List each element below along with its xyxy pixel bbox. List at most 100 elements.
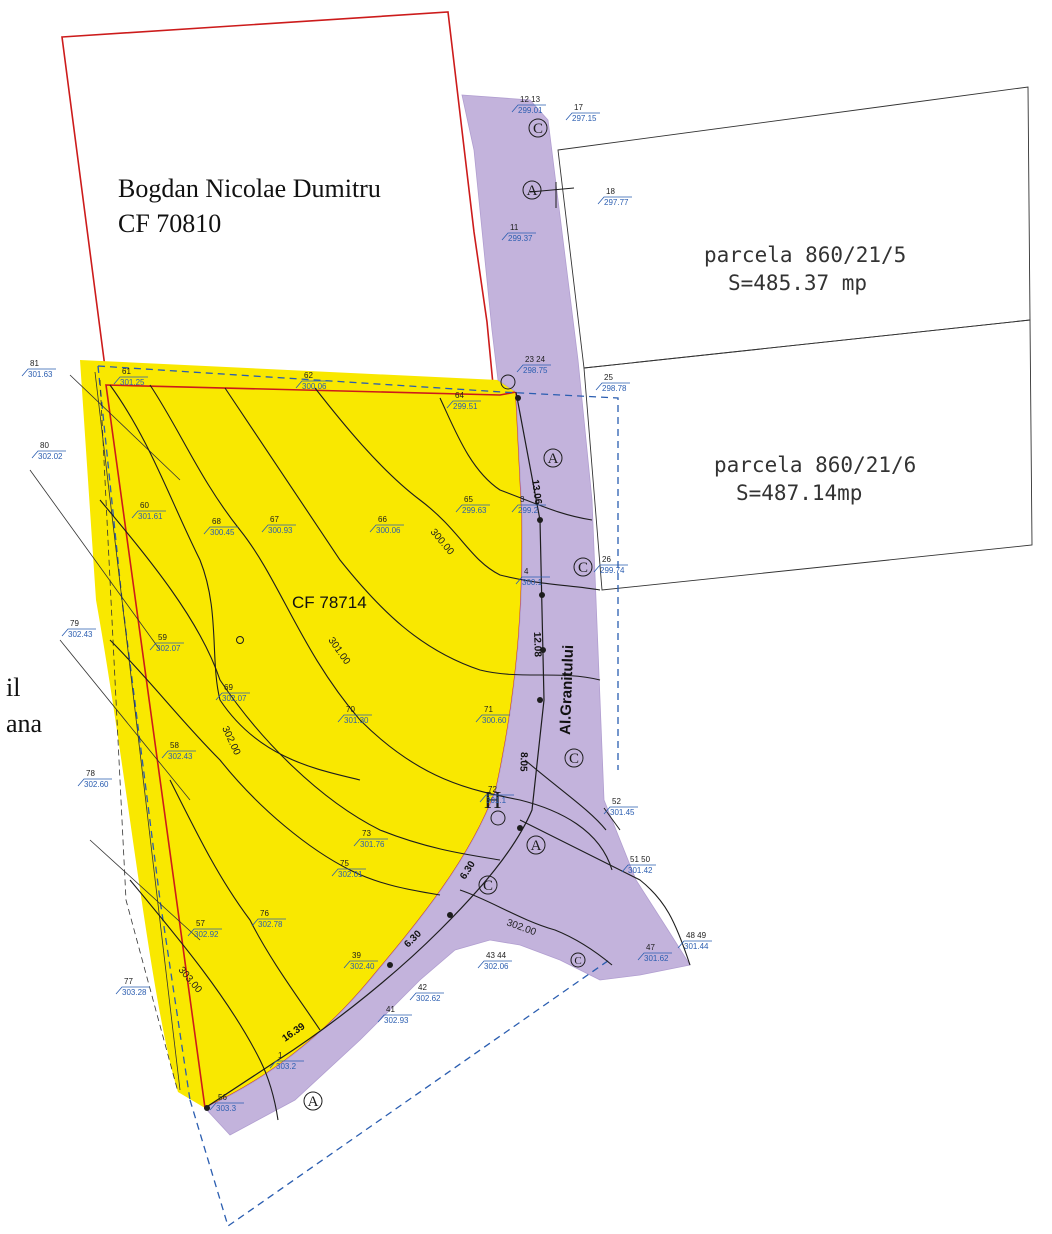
survey-point: 78 302.60 bbox=[77, 769, 112, 789]
owner-name: Bogdan Nicolae Dumitru bbox=[118, 174, 381, 203]
survey-point-number: 42 bbox=[418, 983, 427, 992]
survey-point-leader bbox=[603, 806, 638, 815]
survey-point-number: 47 bbox=[646, 943, 655, 952]
survey-point: 51 50 301.42 bbox=[621, 855, 656, 875]
parcel-860-21-6-area: S=487.14mp bbox=[736, 481, 862, 505]
survey-point: 81 301.63 bbox=[21, 359, 56, 379]
survey-point-number: 17 bbox=[574, 103, 583, 112]
left-owner-fragment-1: il bbox=[6, 673, 20, 702]
survey-point-number: 73 bbox=[362, 829, 371, 838]
survey-point-elevation: 302.40 bbox=[350, 962, 375, 971]
survey-point-elevation: 301.62 bbox=[644, 954, 669, 963]
survey-point-number: 39 bbox=[352, 951, 361, 960]
survey-point: 52 301.45 bbox=[603, 797, 638, 817]
survey-point-leader bbox=[477, 960, 512, 969]
survey-point-leader bbox=[621, 864, 656, 873]
parcel-main-yellow bbox=[80, 360, 523, 1108]
survey-point-leader bbox=[479, 794, 514, 803]
survey-point: 76 302.78 bbox=[251, 909, 286, 929]
fence-line-se bbox=[603, 807, 621, 831]
survey-point: 79 302.43 bbox=[61, 619, 96, 639]
survey-point-elevation: 301.25 bbox=[120, 378, 145, 387]
survey-point-elevation: 303.3 bbox=[216, 1104, 237, 1113]
survey-point: 1 303.2 bbox=[269, 1051, 304, 1071]
survey-point-number: 12 13 bbox=[520, 95, 541, 104]
survey-point: 47 301.62 bbox=[637, 943, 672, 963]
contour-lines bbox=[99, 384, 691, 1121]
survey-point-number: 43 44 bbox=[486, 951, 507, 960]
svg-text:13.06: 13.06 bbox=[529, 479, 543, 506]
survey-point: 70 301.30 bbox=[337, 705, 372, 725]
survey-point-leader bbox=[31, 450, 66, 459]
survey-point-leader bbox=[261, 524, 296, 533]
survey-point-elevation: 301.76 bbox=[360, 840, 385, 849]
survey-point-elevation: 301.63 bbox=[28, 370, 53, 379]
svg-text:C: C bbox=[574, 955, 581, 967]
survey-point: 62 300.06 bbox=[295, 371, 330, 391]
survey-point-number: 75 bbox=[340, 859, 349, 868]
survey-point-elevation: 303.28 bbox=[122, 988, 147, 997]
survey-point-number: 78 bbox=[86, 769, 95, 778]
survey-point-number: 25 bbox=[604, 373, 613, 382]
survey-point-leader bbox=[77, 778, 112, 787]
survey-point-elevation: 297.77 bbox=[604, 198, 629, 207]
svg-text:A: A bbox=[527, 183, 538, 199]
survey-point-number: 60 bbox=[140, 501, 149, 510]
survey-point: 57 302.92 bbox=[187, 919, 222, 939]
survey-point: 56 303.3 bbox=[209, 1093, 244, 1113]
lot-north-outline bbox=[61, 11, 495, 396]
owner-cf: CF 70810 bbox=[118, 209, 221, 238]
survey-point-leader bbox=[215, 692, 250, 701]
survey-point-leader bbox=[187, 928, 222, 937]
survey-point: 68 300.45 bbox=[203, 517, 238, 537]
survey-point-number: 70 bbox=[346, 705, 355, 714]
survey-point-number: 4 bbox=[524, 567, 529, 576]
survey-point-leader bbox=[597, 196, 632, 205]
survey-point-elevation: 299.51 bbox=[453, 402, 478, 411]
survey-point-elevation: 302.07 bbox=[156, 644, 181, 653]
svg-text:A: A bbox=[548, 451, 559, 467]
dashed-boundary-west bbox=[97, 365, 191, 1101]
survey-point-elevation: 303.2 bbox=[276, 1062, 297, 1071]
survey-point-elevation: 302.62 bbox=[416, 994, 441, 1003]
survey-point-number: 69 bbox=[224, 683, 233, 692]
survey-point-elevation: 299.63 bbox=[462, 506, 487, 515]
svg-text:C: C bbox=[578, 560, 588, 576]
survey-point-elevation: 302.60 bbox=[84, 780, 109, 789]
survey-point: 42 302.62 bbox=[409, 983, 444, 1003]
survey-point-elevation: 302.78 bbox=[258, 920, 283, 929]
survey-point-elevation: 299.37 bbox=[508, 234, 533, 243]
survey-point-leader bbox=[475, 714, 510, 723]
survey-point-number: 67 bbox=[270, 515, 279, 524]
survey-point: 18 297.77 bbox=[597, 187, 632, 207]
survey-point: 75 302.01 bbox=[331, 859, 366, 879]
survey-point: 23 24 298.75 bbox=[516, 355, 551, 375]
survey-point-elevation: 301.44 bbox=[684, 942, 709, 951]
survey-point-elevation: 301.1 bbox=[486, 796, 507, 805]
survey-point: 58 302.43 bbox=[161, 741, 196, 761]
survey-point: 59 302.07 bbox=[149, 633, 184, 653]
hydrant-marker: H bbox=[484, 788, 501, 814]
survey-point-number: 72 bbox=[488, 785, 497, 794]
survey-point: 41 302.93 bbox=[377, 1005, 412, 1025]
survey-point: 43 44 302.06 bbox=[477, 951, 512, 971]
survey-point-elevation: 301.61 bbox=[138, 512, 163, 521]
survey-point: 3 299.2 bbox=[511, 495, 546, 515]
survey-point: 71 300.60 bbox=[475, 705, 510, 725]
survey-point-elevation: 300.06 bbox=[302, 382, 327, 391]
survey-point-number: 51 50 bbox=[630, 855, 651, 864]
dashed-boundary-left bbox=[97, 365, 619, 770]
survey-point-number: 57 bbox=[196, 919, 205, 928]
survey-point-elevation: 300.93 bbox=[268, 526, 293, 535]
survey-point-leader bbox=[295, 380, 330, 389]
fence-tick bbox=[529, 187, 575, 193]
survey-point-number: 80 bbox=[40, 441, 49, 450]
svg-text:A: A bbox=[308, 1094, 319, 1110]
survey-point-elevation: 301.30 bbox=[344, 716, 369, 725]
left-owner-fragment-2: ana bbox=[6, 709, 43, 738]
survey-point-leader bbox=[511, 504, 546, 513]
survey-point-number: 64 bbox=[455, 391, 464, 400]
parcel-860-21-5-name: parcela 860/21/5 bbox=[704, 243, 906, 267]
survey-point-leader bbox=[455, 504, 490, 513]
survey-point-leader bbox=[353, 838, 388, 847]
